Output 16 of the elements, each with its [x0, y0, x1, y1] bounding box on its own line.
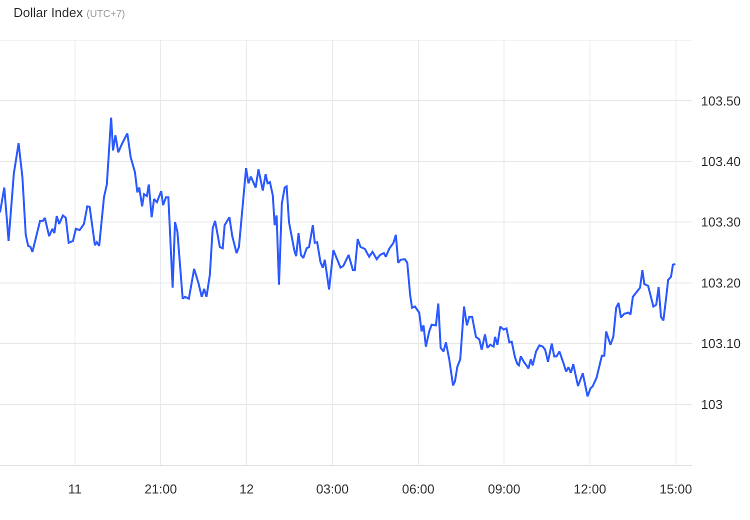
x-tick-label: 15:00 — [660, 482, 692, 497]
y-tick-label: 103.50 — [701, 93, 741, 108]
x-tick-label: 21:00 — [144, 482, 177, 497]
chart-title: Dollar Index — [14, 4, 83, 20]
y-tick-label: 103.10 — [701, 336, 741, 352]
y-tick-label: 103.30 — [701, 214, 741, 230]
x-tick-label: 09:00 — [488, 482, 520, 497]
x-tick-label: 11 — [68, 482, 82, 497]
x-tick-label: 12:00 — [574, 482, 606, 497]
x-tick-label: 06:00 — [402, 482, 435, 497]
y-tick-label: 103.20 — [701, 275, 741, 290]
y-tick-label: 103 — [701, 396, 723, 412]
chart-subtitle: (UTC+7) — [86, 8, 126, 20]
x-tick-label: 03:00 — [316, 482, 349, 497]
x-tick-label: 12 — [239, 482, 254, 497]
y-tick-label: 103.40 — [701, 154, 741, 169]
